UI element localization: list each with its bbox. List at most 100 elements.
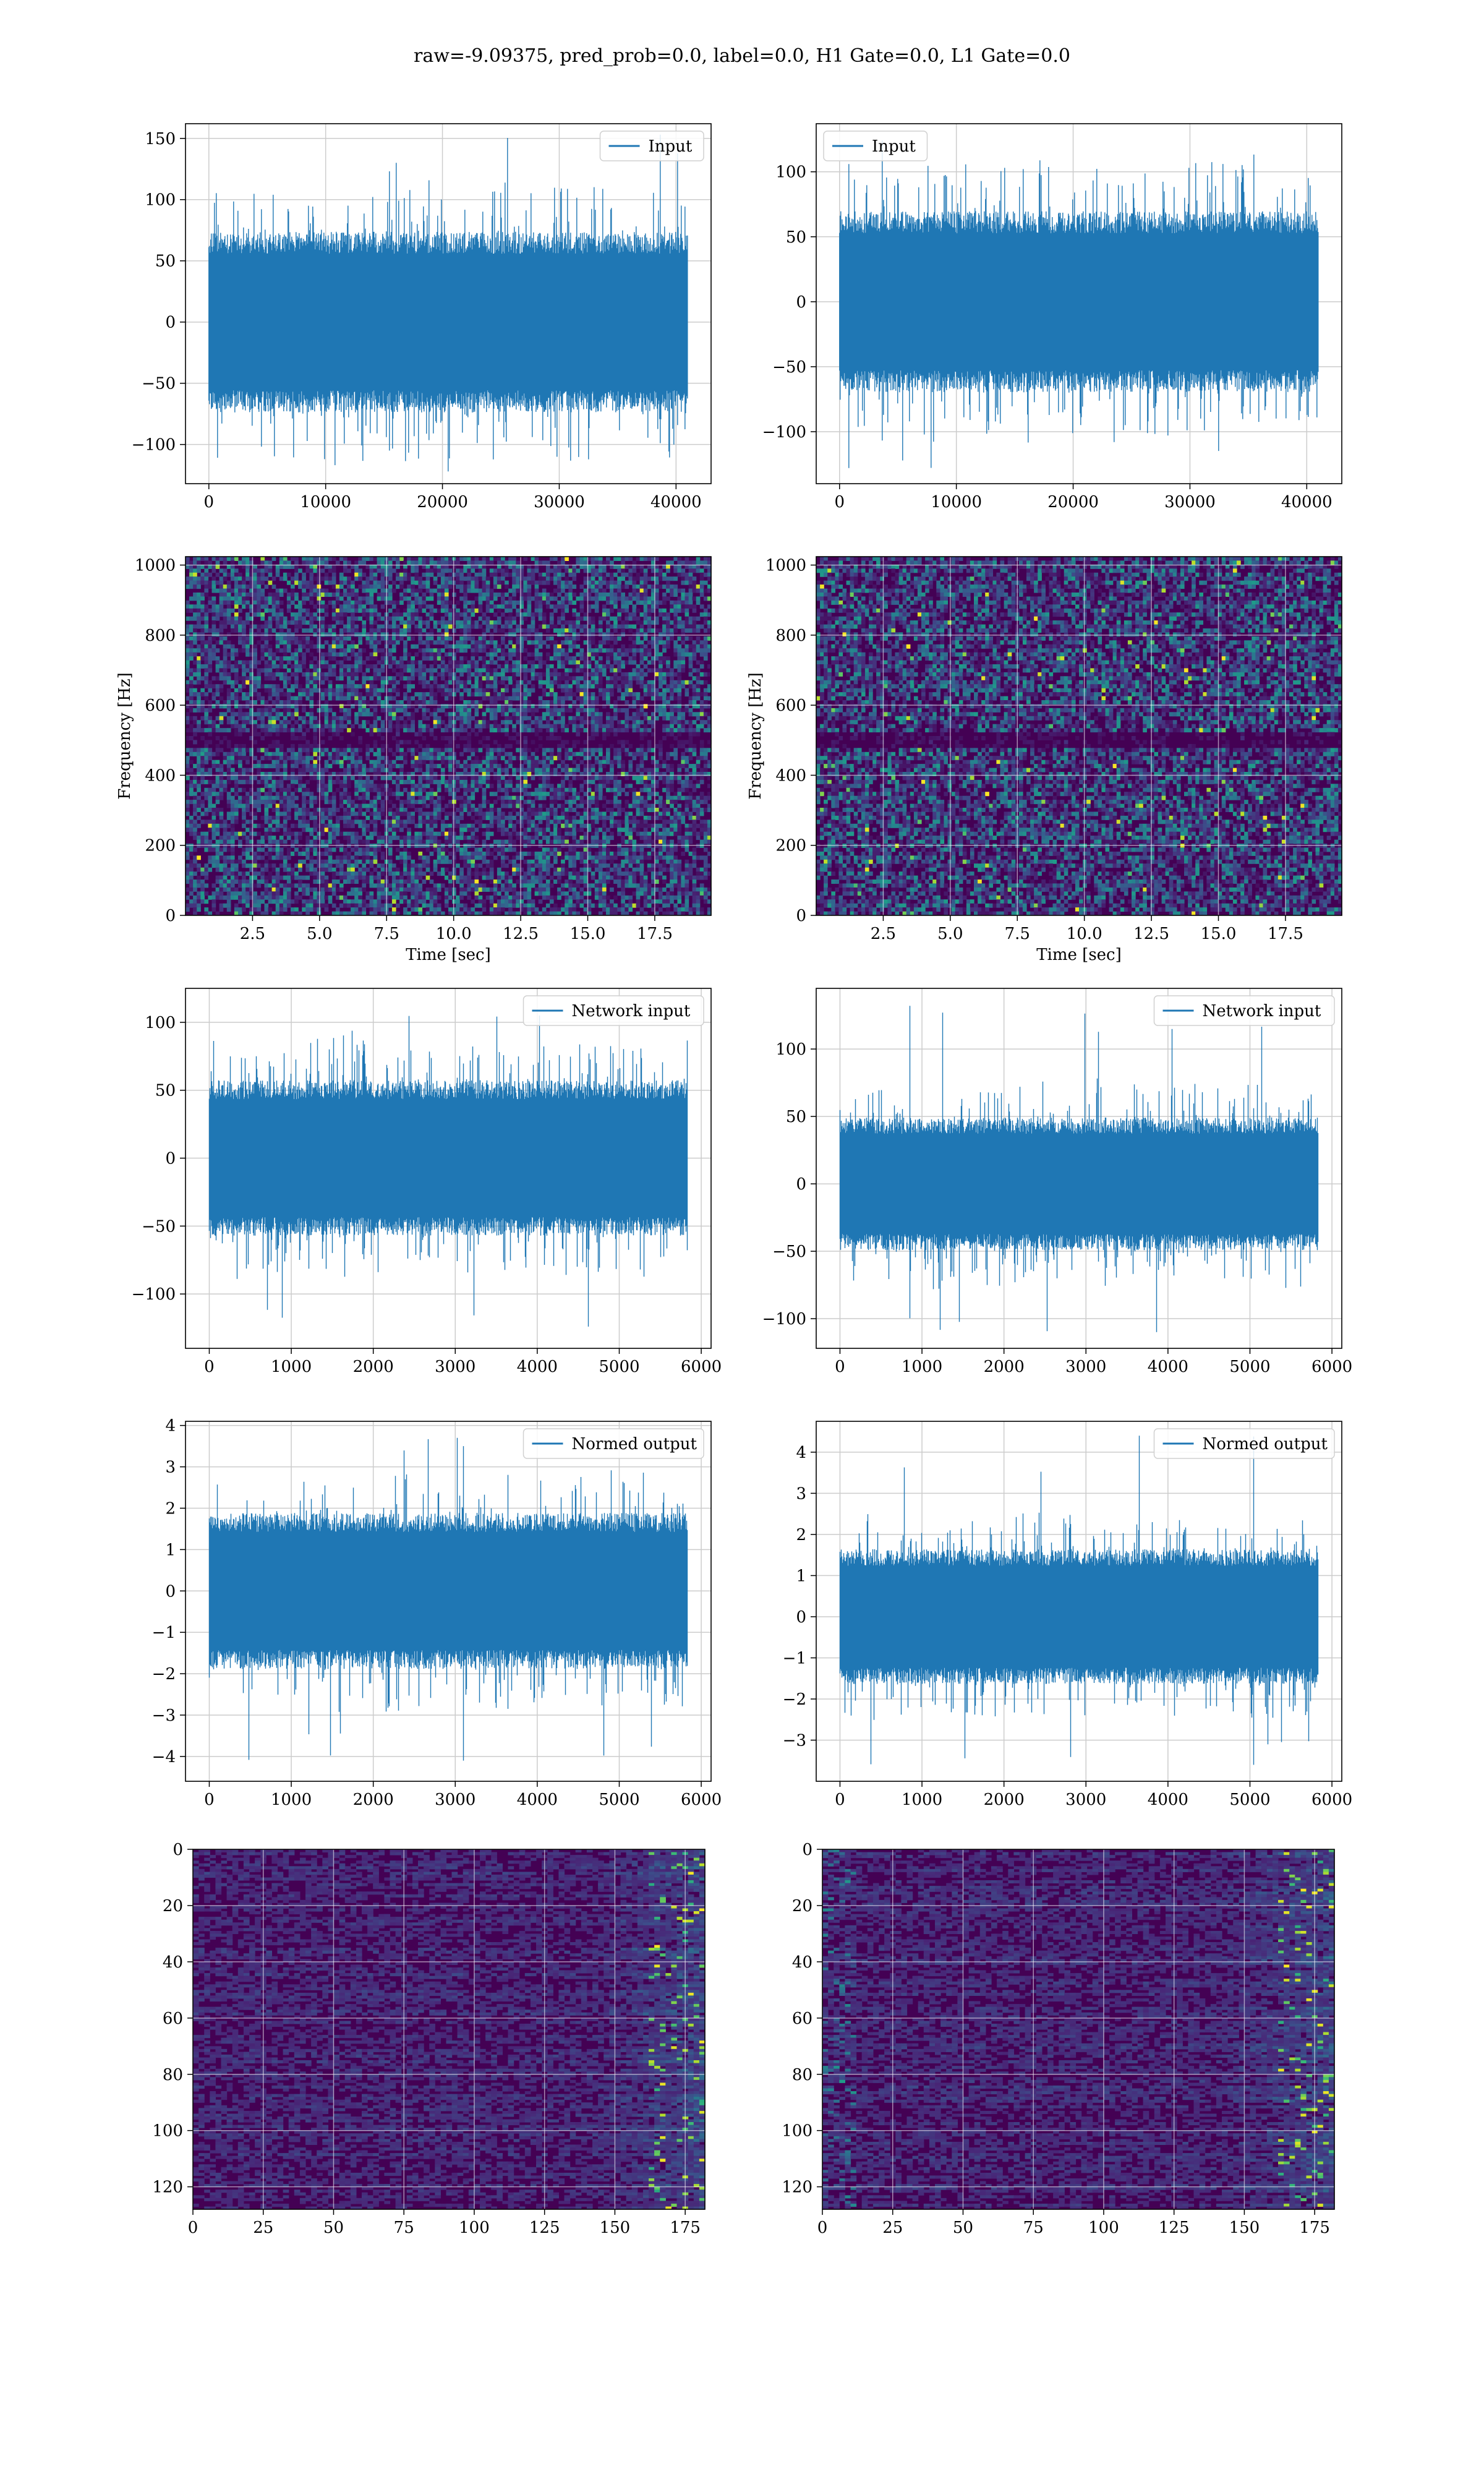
y-tick-label: 2 — [165, 1499, 176, 1518]
chart-net-h1: 0 1000 2000 3000 4000 5000 6000−100−50050100Ne… — [132, 988, 722, 1376]
y-tick-label: 2 — [796, 1526, 806, 1544]
x-tick-label: 0 — [835, 493, 845, 511]
y-tick-label: −2 — [783, 1690, 806, 1709]
y-tick-label: 50 — [786, 1108, 806, 1126]
chart-spec-l1: 2.5 5.0 7.5 10.0 12.5 15.0 17.5020040060080010… — [746, 557, 1342, 964]
x-axis-label: Time [sec] — [1036, 946, 1122, 964]
x-tick-label: 1000 — [271, 1791, 312, 1809]
x-tick-label: 5000 — [1229, 1358, 1270, 1376]
x-tick-label: 15.0 — [570, 925, 606, 943]
x-tick-label: 17.5 — [637, 925, 673, 943]
x-tick-label: 1000 — [902, 1791, 942, 1809]
y-tick-label: 0 — [796, 1608, 806, 1627]
y-tick-label: −4 — [152, 1748, 176, 1766]
y-tick-label: 0 — [802, 1841, 812, 1859]
y-tick-label: 20 — [792, 1897, 812, 1915]
x-tick-label: 5.0 — [307, 925, 332, 943]
x-tick-label: 2.5 — [871, 925, 896, 943]
legend-label: Normed output — [1203, 1435, 1328, 1453]
y-tick-label: −3 — [783, 1731, 806, 1750]
x-tick-label: 5000 — [599, 1791, 639, 1809]
heatmap-cells — [822, 1849, 1335, 2210]
x-tick-label: 30000 — [534, 493, 585, 511]
x-tick-label: 40000 — [650, 493, 702, 511]
legend: Network input — [1154, 996, 1335, 1025]
x-tick-label: 3000 — [435, 1791, 475, 1809]
y-tick-label: 4 — [796, 1444, 806, 1462]
x-tick-label: 2000 — [353, 1358, 394, 1376]
y-tick-label: 20 — [163, 1897, 183, 1915]
y-tick-label: 0 — [173, 1841, 183, 1859]
x-tick-label: 125 — [529, 2219, 560, 2237]
x-tick-label: 30000 — [1164, 493, 1216, 511]
x-tick-label: 75 — [1023, 2219, 1044, 2237]
legend: Normed output — [1154, 1429, 1335, 1458]
x-tick-label: 4000 — [1148, 1358, 1188, 1376]
y-tick-label: 1 — [796, 1567, 806, 1585]
y-axis-label: Frequency [Hz] — [116, 672, 134, 800]
x-tick-label: 1000 — [902, 1358, 942, 1376]
y-tick-label: 3 — [796, 1484, 806, 1503]
y-tick-label: 150 — [145, 130, 176, 148]
y-tick-label: 120 — [782, 2178, 812, 2197]
legend-label: Network input — [572, 1002, 691, 1021]
y-tick-label: −2 — [152, 1665, 176, 1684]
y-tick-label: 1000 — [765, 557, 806, 575]
y-tick-label: −50 — [772, 358, 806, 377]
x-tick-label: 2000 — [984, 1358, 1025, 1376]
y-tick-label: 4 — [165, 1417, 176, 1436]
y-tick-label: −100 — [132, 1285, 176, 1304]
chart-norm-h1: 0 1000 2000 3000 4000 5000 6000−4−3−2−101234No… — [152, 1417, 722, 1809]
x-tick-label: 10000 — [300, 493, 351, 511]
x-tick-label: 0 — [835, 1358, 845, 1376]
x-tick-label: 40000 — [1281, 493, 1333, 511]
y-tick-label: 0 — [165, 907, 176, 925]
y-tick-label: 100 — [152, 2122, 183, 2141]
y-tick-label: 0 — [796, 907, 806, 925]
x-tick-label: 5000 — [1229, 1791, 1270, 1809]
x-tick-label: 150 — [600, 2219, 631, 2237]
x-tick-label: 25 — [253, 2219, 273, 2237]
y-tick-label: 100 — [145, 191, 176, 210]
x-tick-label: 6000 — [1311, 1358, 1352, 1376]
x-tick-label: 7.5 — [1005, 925, 1030, 943]
legend-label: Network input — [1203, 1002, 1321, 1021]
y-tick-label: 40 — [792, 1953, 812, 1972]
x-tick-label: 4000 — [517, 1358, 558, 1376]
x-tick-label: 20000 — [417, 493, 468, 511]
y-tick-label: 80 — [792, 2066, 812, 2084]
x-tick-label: 12.5 — [503, 925, 539, 943]
x-tick-label: 100 — [459, 2219, 490, 2237]
x-tick-label: 6000 — [681, 1791, 722, 1809]
y-tick-label: 50 — [155, 1082, 176, 1100]
x-tick-label: 17.5 — [1268, 925, 1303, 943]
y-tick-label: 120 — [152, 2178, 183, 2197]
y-tick-label: 50 — [155, 252, 176, 271]
x-tick-label: 5000 — [599, 1358, 639, 1376]
x-tick-label: 50 — [323, 2219, 344, 2237]
y-tick-label: 80 — [163, 2066, 183, 2084]
y-tick-label: 1000 — [135, 557, 176, 575]
y-tick-label: −1 — [152, 1624, 176, 1642]
x-tick-label: 150 — [1229, 2219, 1260, 2237]
x-tick-label: 125 — [1159, 2219, 1190, 2237]
legend: Input — [600, 131, 704, 161]
y-tick-label: 40 — [163, 1953, 183, 1972]
x-tick-label: 15.0 — [1201, 925, 1237, 943]
y-tick-label: 600 — [775, 696, 806, 715]
x-tick-label: 2000 — [353, 1791, 394, 1809]
x-tick-label: 0 — [817, 2219, 828, 2237]
x-tick-label: 175 — [1299, 2219, 1330, 2237]
x-tick-label: 6000 — [1311, 1791, 1352, 1809]
x-tick-label: 75 — [394, 2219, 414, 2237]
legend: Normed output — [524, 1429, 704, 1458]
x-tick-label: 3000 — [435, 1358, 475, 1376]
y-tick-label: 400 — [775, 766, 806, 785]
y-tick-label: 0 — [796, 293, 806, 312]
y-tick-label: 50 — [786, 228, 806, 247]
y-tick-label: 200 — [775, 837, 806, 855]
